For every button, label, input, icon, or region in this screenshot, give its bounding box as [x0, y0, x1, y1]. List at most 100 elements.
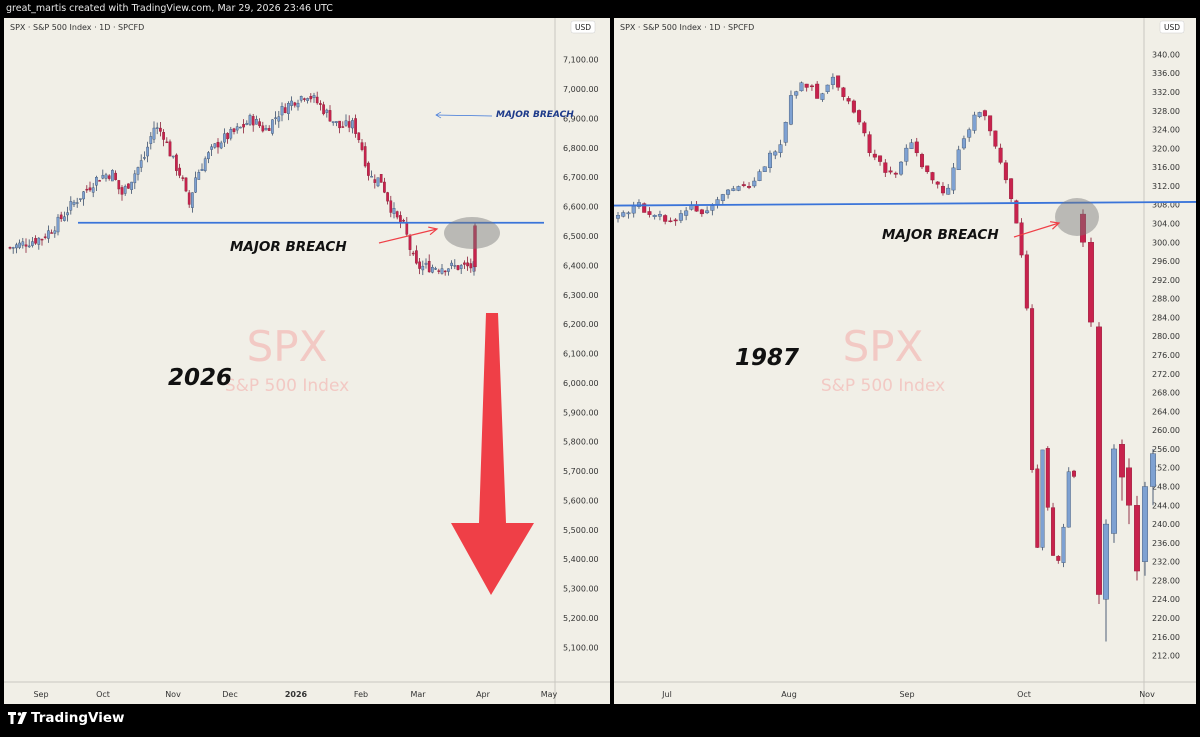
major-breach-label-top: MAJOR BREACH — [496, 110, 574, 120]
tradingview-brand[interactable]: TradingView — [31, 710, 125, 726]
y-tick-label: 276.00 — [1152, 351, 1180, 360]
candle-body — [647, 211, 652, 215]
candle-body — [245, 123, 249, 125]
chart-title: SPX · S&P 500 Index · 1D · SPCFD — [620, 23, 754, 32]
candle-body — [37, 237, 41, 245]
candle-body — [904, 147, 909, 162]
candle-body — [967, 129, 972, 138]
y-tick-label: 236.00 — [1152, 539, 1180, 548]
candle-body — [331, 121, 335, 123]
year-label: 2026 — [168, 365, 232, 391]
candle-body — [747, 186, 752, 188]
chart-2026[interactable]: SPX · S&P 500 Index · 1D · SPCFD USD 7,100… — [4, 18, 610, 704]
candle-body — [146, 146, 149, 157]
candle-body — [357, 132, 361, 141]
candle-body — [434, 268, 437, 270]
candle-body — [710, 205, 715, 211]
candle-body — [1040, 449, 1045, 548]
candle-body — [788, 95, 793, 125]
candle-body — [762, 166, 767, 172]
candle-body — [360, 142, 364, 150]
candle-body — [104, 174, 108, 179]
candle-body — [347, 121, 351, 128]
candle-body — [210, 146, 213, 150]
candle-body — [136, 167, 140, 175]
chart-title: SPX · S&P 500 Index · 1D · SPCFD — [10, 23, 144, 32]
candle-body — [463, 262, 466, 265]
candle-body — [1066, 471, 1071, 528]
y-tick-label: 7,100.00 — [563, 56, 599, 65]
pointer-arrow-line — [1013, 222, 1060, 238]
candle-body — [411, 252, 415, 255]
candle-body — [159, 127, 162, 132]
candle-body — [139, 160, 143, 168]
candle-body — [715, 199, 720, 205]
currency-label: USD — [575, 23, 591, 32]
y-tick-label: 296.00 — [1152, 257, 1180, 266]
candle-body — [1045, 448, 1050, 508]
y-tick-label: 6,200.00 — [563, 320, 599, 329]
candle-body — [972, 114, 977, 131]
candle-body — [450, 262, 453, 266]
attribution-text: great_martis created with TradingView.co… — [6, 3, 333, 14]
candle-body — [930, 172, 935, 181]
candle-body — [1126, 467, 1132, 506]
candle-body — [181, 177, 185, 179]
candle-body — [386, 192, 389, 202]
y-tick-label: 272.00 — [1152, 370, 1180, 379]
chart-1987[interactable]: SPX · S&P 500 Index · 1D · SPCFD USD 340.0… — [614, 18, 1196, 704]
candle-body — [699, 209, 704, 215]
tradingview-logo-icon[interactable] — [8, 710, 28, 726]
candle-body — [312, 95, 316, 99]
candle-body — [8, 247, 12, 249]
candle-body — [354, 118, 357, 134]
candle-body — [75, 202, 79, 204]
breach-highlight-circle — [444, 217, 500, 249]
x-tick-label: Nov — [165, 690, 181, 699]
candle-body — [977, 112, 982, 117]
breach-highlight-circle — [1055, 198, 1099, 236]
candle-body — [373, 179, 377, 183]
candle-body — [841, 87, 846, 97]
candle-body — [328, 110, 332, 122]
chart-panel-1987[interactable]: SPX · S&P 500 Index · 1D · SPCFD USD 340.0… — [614, 18, 1196, 704]
candle-body — [726, 189, 731, 195]
candle-body — [778, 144, 783, 153]
candle-body — [652, 214, 657, 217]
candle-body — [117, 180, 121, 190]
x-tick-label: Apr — [476, 690, 491, 699]
candle-body — [82, 191, 85, 200]
candle-body — [293, 102, 297, 106]
candle-body — [165, 141, 169, 144]
candle-body — [408, 235, 412, 250]
candle-body — [443, 270, 447, 273]
candle-body — [325, 109, 329, 113]
y-tick-label: 5,200.00 — [563, 614, 599, 623]
candle-body — [315, 96, 319, 104]
x-tick-label: Jul — [661, 690, 672, 699]
candle-body — [149, 136, 153, 144]
y-tick-label: 300.00 — [1152, 238, 1180, 247]
candle-body — [402, 220, 405, 222]
candle-body — [107, 175, 111, 179]
x-tick-label: Oct — [96, 690, 110, 699]
candle-body — [1088, 242, 1094, 323]
candle-body — [830, 76, 835, 85]
candle-body — [239, 126, 242, 129]
candle-body — [178, 167, 181, 176]
chart-panel-2026[interactable]: SPX · S&P 500 Index · 1D · SPCFD USD 7,100… — [4, 18, 610, 704]
candle-body — [152, 127, 156, 140]
x-tick-label: Aug — [781, 690, 797, 699]
y-tick-label: 288.00 — [1152, 295, 1180, 304]
y-tick-label: 224.00 — [1152, 595, 1180, 604]
candle-body — [657, 214, 662, 217]
candle-body — [421, 265, 425, 271]
candle-body — [925, 165, 930, 172]
candle-body — [825, 84, 830, 92]
y-tick-label: 5,700.00 — [563, 467, 599, 476]
candle-body — [946, 187, 951, 195]
candle-body — [961, 138, 966, 149]
y-tick-label: 6,100.00 — [563, 350, 599, 359]
candle-body — [621, 212, 626, 217]
candle-body — [473, 225, 477, 268]
